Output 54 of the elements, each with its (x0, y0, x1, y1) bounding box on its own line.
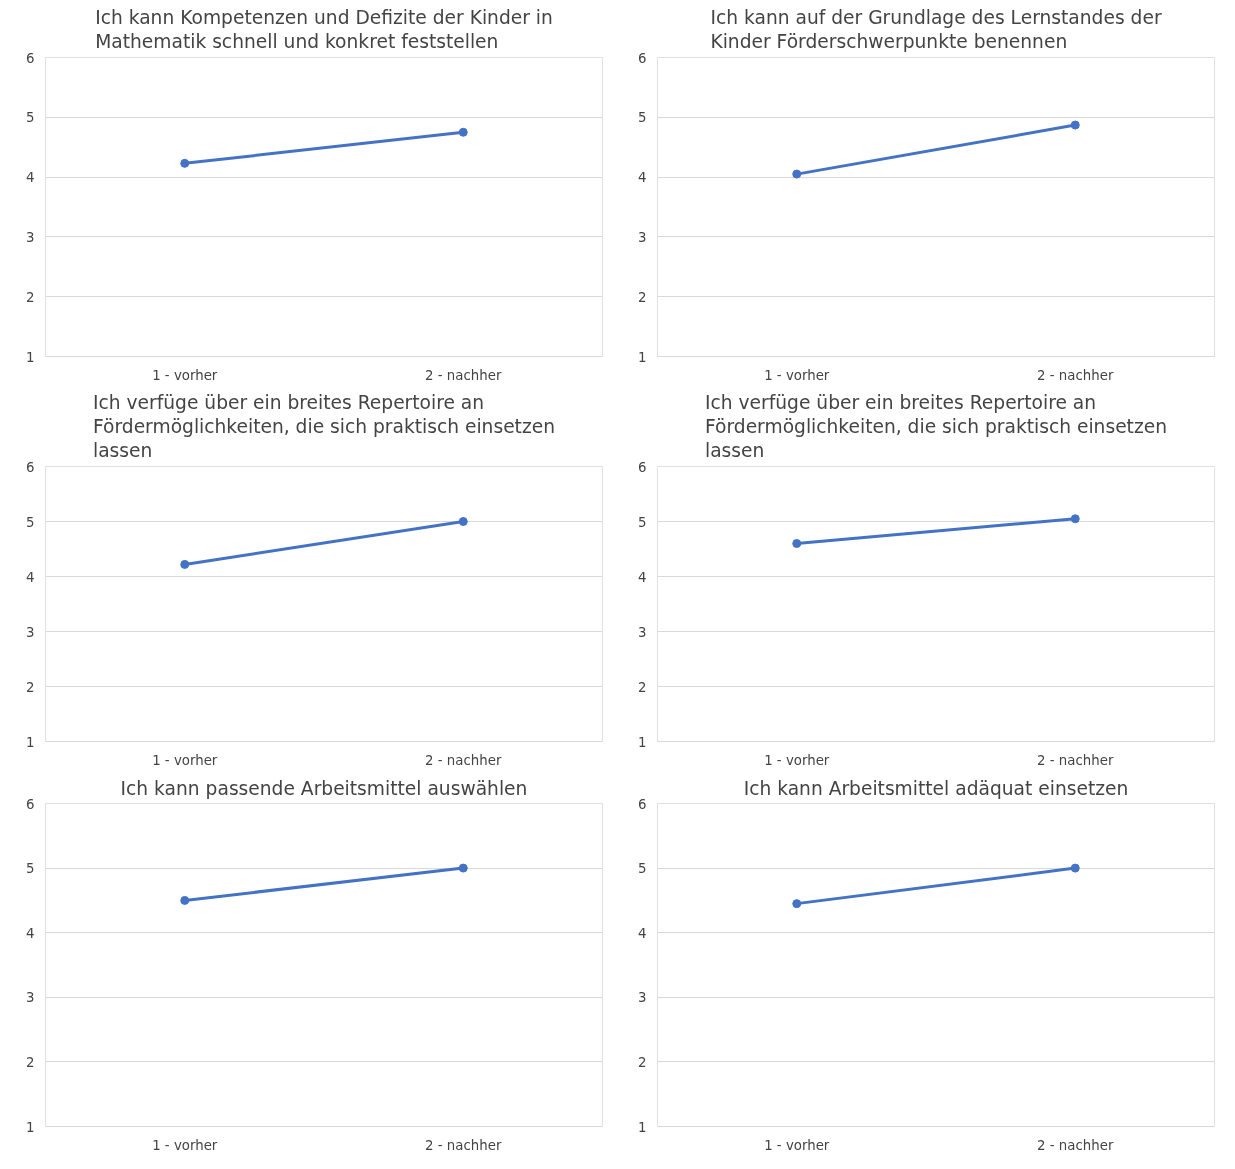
y-tick-label: 4 (638, 569, 647, 585)
y-tick-label: 6 (638, 796, 647, 812)
x-tick-label: 1 - vorher (152, 367, 218, 383)
y-tick-label: 1 (26, 1119, 35, 1135)
y-tick-label: 3 (638, 624, 647, 640)
chart-title: Ich kann auf der Grundlage des Lernstandes der Kinder Förderschwerpunkte benennen (710, 7, 1162, 53)
y-tick-label: 1 (26, 734, 35, 750)
y-tick-label: 3 (638, 229, 647, 245)
y-tick-label: 3 (26, 624, 35, 640)
y-tick-label: 2 (638, 1054, 647, 1070)
x-tick-label: 2 - nachher (425, 1137, 502, 1153)
y-tick-label: 3 (26, 229, 35, 245)
y-tick-label: 3 (638, 990, 647, 1006)
y-tick-label: 6 (638, 459, 647, 475)
y-tick-label: 2 (638, 289, 647, 305)
y-tick-label: 5 (26, 861, 35, 877)
y-tick-label: 1 (638, 734, 647, 750)
y-tick-label: 5 (638, 861, 647, 877)
y-tick-label: 6 (26, 796, 35, 812)
y-tick-label: 4 (26, 170, 35, 186)
y-tick-label: 5 (26, 110, 35, 126)
y-tick-label: 6 (638, 50, 647, 66)
y-tick-label: 1 (638, 349, 647, 365)
x-tick-label: 1 - vorher (152, 1137, 218, 1153)
y-tick-label: 2 (26, 1054, 35, 1070)
x-tick-label: 1 - vorher (764, 752, 830, 768)
y-tick-label: 5 (638, 514, 647, 530)
y-tick-label: 5 (638, 110, 647, 126)
y-tick-label: 6 (26, 50, 35, 66)
y-tick-label: 4 (638, 170, 647, 186)
y-tick-label: 4 (26, 569, 35, 585)
chart-title: Ich verfüge über ein breites Repertoire an Fördermöglichkeiten, die sich praktisch einsetzen lassen (704, 392, 1168, 462)
x-tick-label: 2 - nachher (1037, 1137, 1114, 1153)
y-tick-label: 5 (26, 514, 35, 530)
y-tick-label: 4 (638, 925, 647, 941)
y-tick-label: 2 (638, 679, 647, 695)
y-tick-label: 2 (26, 289, 35, 305)
y-tick-label: 2 (26, 679, 35, 695)
x-tick-label: 1 - vorher (764, 367, 830, 383)
y-tick-label: 1 (26, 349, 35, 365)
x-tick-label: 2 - nachher (425, 752, 502, 768)
x-tick-label: 1 - vorher (152, 752, 218, 768)
x-tick-label: 2 - nachher (1037, 367, 1114, 383)
x-tick-label: 2 - nachher (425, 367, 502, 383)
x-tick-label: 2 - nachher (1037, 752, 1114, 768)
chart-title: Ich verfüge über ein breites Repertoire an Fördermöglichkeiten, die sich praktisch einsetzen lassen (92, 392, 556, 462)
y-tick-label: 1 (638, 1119, 647, 1135)
y-tick-label: 3 (26, 990, 35, 1006)
x-tick-label: 1 - vorher (764, 1137, 830, 1153)
chart-title: Ich kann passende Arbeitsmittel auswählen (120, 777, 528, 799)
chart-title: Ich kann Kompetenzen und Defizite der Kinder in Mathematik schnell und konkret feststellen (95, 7, 553, 53)
y-tick-label: 4 (26, 925, 35, 941)
y-tick-label: 6 (26, 459, 35, 475)
chart-title: Ich kann Arbeitsmittel adäquat einsetzen (743, 777, 1129, 799)
